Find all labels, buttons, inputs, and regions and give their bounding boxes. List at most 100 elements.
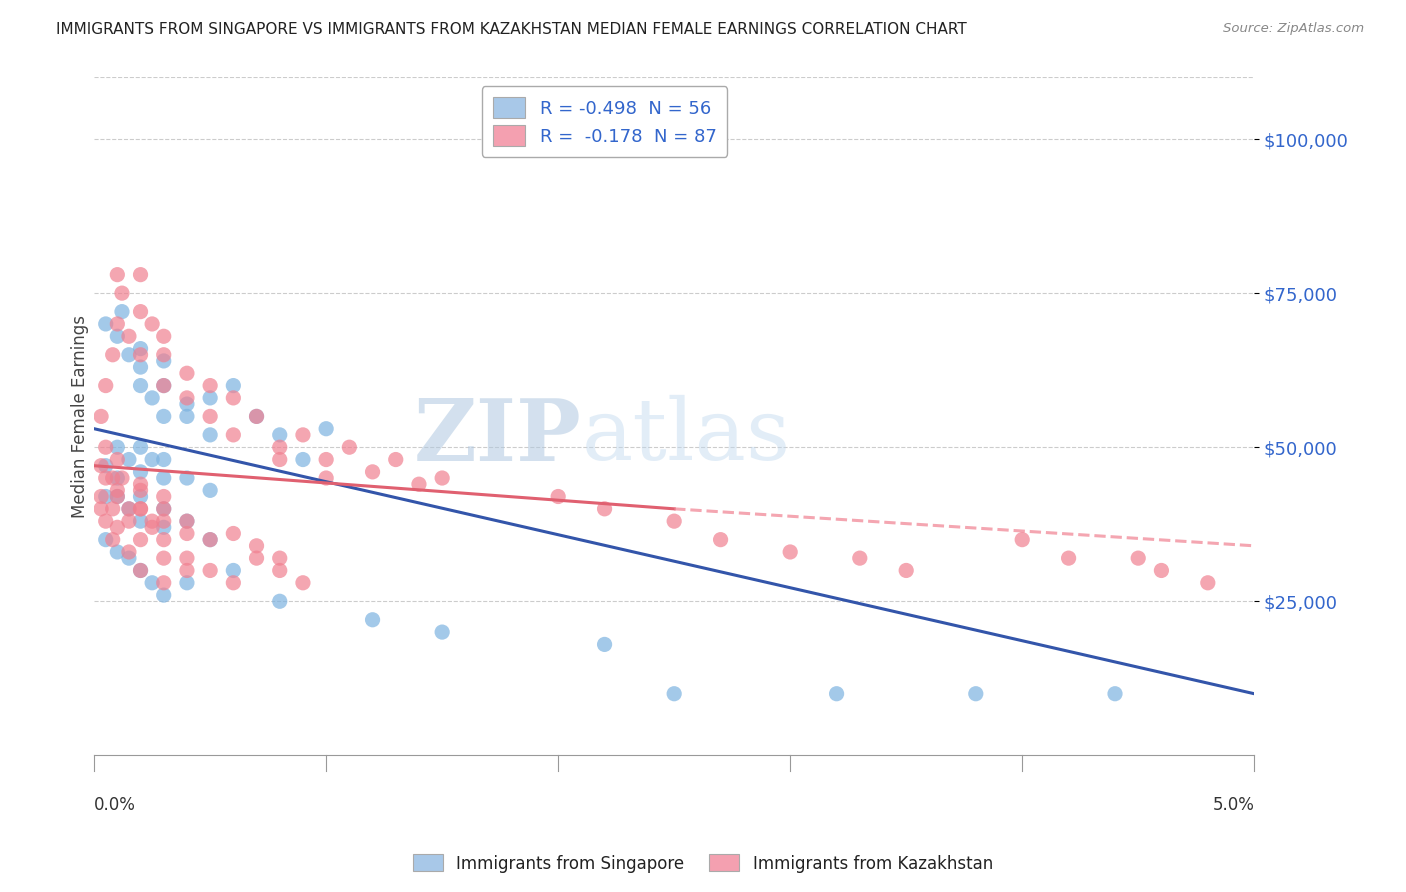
Point [118,501,141,516]
Point [94,440,117,454]
Point [105,490,128,504]
Point [222,575,245,590]
Point [94,471,117,485]
Point [129,483,152,498]
Point [849,551,872,566]
Point [94,490,117,504]
Point [384,452,406,467]
Point [291,575,314,590]
Point [94,533,117,547]
Point [129,268,152,282]
Point [198,378,221,392]
Point [315,471,337,485]
Point [105,440,128,454]
Point [90,409,112,424]
Point [141,514,163,528]
Point [361,613,384,627]
Point [141,520,163,534]
Point [118,514,141,528]
Point [825,687,848,701]
Point [129,360,152,375]
Point [222,564,245,578]
Point [111,304,134,318]
Point [94,317,117,331]
Point [141,575,163,590]
Point [152,354,174,368]
Point [129,501,152,516]
Point [152,533,174,547]
Point [105,520,128,534]
Point [129,564,152,578]
Point [141,452,163,467]
Point [337,440,360,454]
Point [129,490,152,504]
Point [593,501,616,516]
Point [94,514,117,528]
Point [1150,564,1173,578]
Point [152,575,174,590]
Point [90,501,112,516]
Point [129,564,152,578]
Point [152,520,174,534]
Text: 5.0%: 5.0% [1212,796,1254,814]
Point [129,477,152,491]
Point [129,533,152,547]
Point [176,471,198,485]
Point [176,551,198,566]
Legend: R = -0.498  N = 56, R =  -0.178  N = 87: R = -0.498 N = 56, R = -0.178 N = 87 [482,87,727,157]
Point [176,366,198,380]
Point [269,594,291,608]
Point [152,501,174,516]
Text: Source: ZipAtlas.com: Source: ZipAtlas.com [1223,22,1364,36]
Point [176,514,198,528]
Point [105,268,128,282]
Point [129,348,152,362]
Point [152,471,174,485]
Y-axis label: Median Female Earnings: Median Female Earnings [72,315,89,518]
Point [118,348,141,362]
Point [101,501,124,516]
Point [593,637,616,651]
Point [430,625,453,640]
Point [198,391,221,405]
Text: 0.0%: 0.0% [94,796,136,814]
Point [94,378,117,392]
Point [101,471,124,485]
Point [662,514,685,528]
Point [662,687,685,701]
Point [141,317,163,331]
Point [291,452,314,467]
Legend: Immigrants from Singapore, Immigrants from Kazakhstan: Immigrants from Singapore, Immigrants fr… [406,847,1000,880]
Point [176,409,198,424]
Point [198,533,221,547]
Point [152,378,174,392]
Point [245,539,267,553]
Text: atlas: atlas [581,395,790,478]
Point [361,465,384,479]
Point [269,440,291,454]
Point [291,428,314,442]
Point [152,501,174,516]
Point [129,342,152,356]
Point [129,440,152,454]
Point [152,452,174,467]
Point [176,391,198,405]
Point [176,564,198,578]
Point [965,687,987,701]
Point [129,378,152,392]
Point [152,348,174,362]
Point [198,533,221,547]
Point [111,471,134,485]
Point [105,329,128,343]
Text: ZIP: ZIP [413,395,581,479]
Point [245,551,267,566]
Point [176,514,198,528]
Point [222,526,245,541]
Point [118,545,141,559]
Point [315,422,337,436]
Point [101,533,124,547]
Point [152,329,174,343]
Point [245,409,267,424]
Point [176,575,198,590]
Point [176,397,198,411]
